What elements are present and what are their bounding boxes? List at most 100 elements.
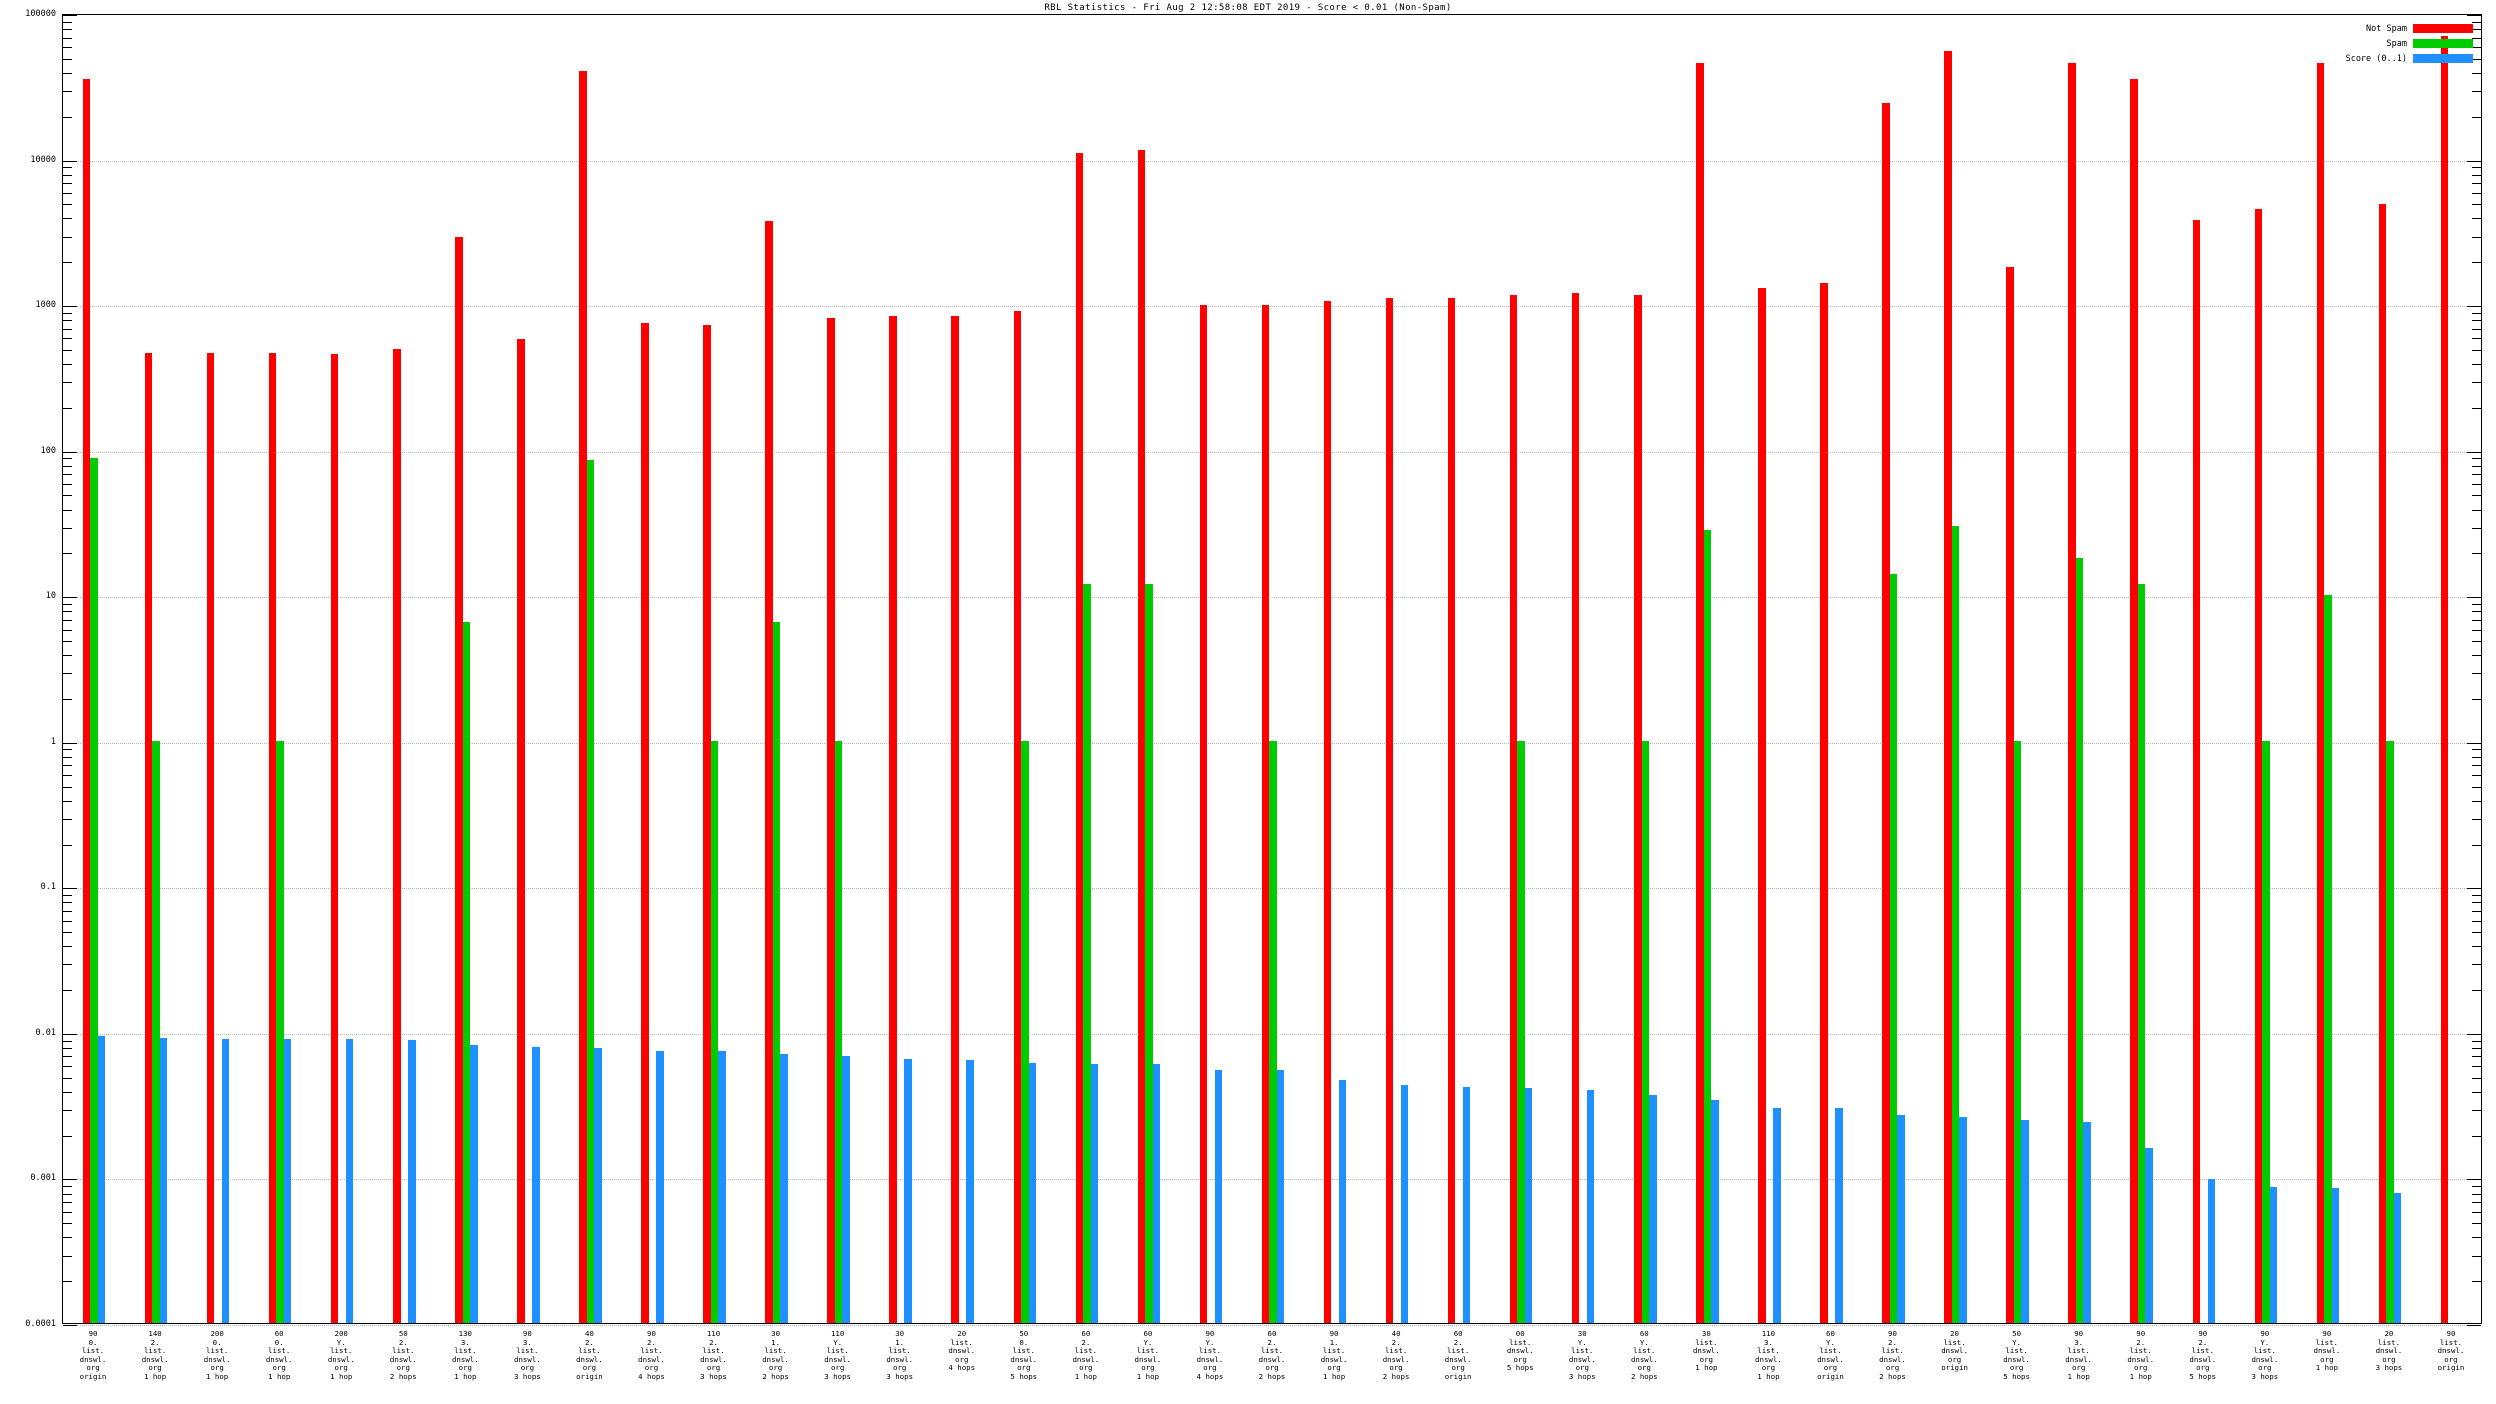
- legend-item-label: Not Spam: [2366, 23, 2407, 34]
- x-axis-label-line: Y.: [2012, 1337, 2022, 1347]
- x-axis-label-line: dnswl.: [1568, 1354, 1596, 1364]
- x-axis-label-line: 2 hops: [389, 1371, 417, 1381]
- bar-not-spam: [517, 338, 525, 1323]
- y-axis-minor-tick: [2472, 1047, 2481, 1049]
- x-axis-label-line: list.: [1384, 1346, 1408, 1356]
- y-axis-tick-label: 0.001: [30, 1173, 56, 1184]
- x-axis-label-line: list.: [1695, 1337, 1718, 1347]
- x-axis-label: 40 2. list. dnswl. org 2 hops: [1366, 1329, 1426, 1382]
- y-axis-major-tick: [63, 1325, 77, 1326]
- y-axis-minor-tick: [63, 844, 72, 846]
- y-axis-minor-tick: [63, 1056, 72, 1058]
- x-axis-label-line: 1 hop: [1757, 1371, 1780, 1381]
- x-axis-label-line: origin: [1444, 1371, 1472, 1381]
- y-axis-minor-tick: [63, 483, 72, 485]
- x-axis-label-line: 2.: [1888, 1337, 1897, 1347]
- x-axis-label-line: dnswl.: [1134, 1354, 1162, 1364]
- x-axis-label-line: 60: [1267, 1329, 1277, 1338]
- y-axis-minor-tick: [63, 349, 72, 351]
- x-axis-label-line: org: [2009, 1363, 2024, 1373]
- x-axis-label-line: list.: [1447, 1346, 1470, 1356]
- x-axis-label-line: dnswl.: [79, 1354, 107, 1364]
- bar-score: [1090, 1064, 1099, 1323]
- x-axis-label: 60 Y. list. dnswl. org 2 hops: [1614, 1329, 1674, 1382]
- x-axis-label-line: 200: [334, 1329, 348, 1338]
- x-axis-label-line: list.: [2253, 1346, 2276, 1356]
- x-axis-label-line: 90: [2260, 1329, 2270, 1338]
- y-axis-minor-tick: [63, 192, 72, 194]
- x-axis-label-line: list.: [2005, 1346, 2028, 1356]
- x-axis-label-line: list.: [1819, 1346, 1842, 1356]
- bar-not-spam: [1571, 292, 1580, 1323]
- bar-not-spam: [765, 221, 773, 1323]
- x-axis-label-line: list.: [764, 1346, 787, 1356]
- y-axis-major-tick: [2467, 160, 2481, 162]
- x-axis-label: 00 list. dnswl. org 5 hops: [1490, 1329, 1550, 1373]
- bar-spam: [586, 459, 595, 1323]
- bar-spam: [462, 622, 471, 1323]
- bar-group: [2421, 15, 2483, 1323]
- x-axis-label-line: 2 hops: [1630, 1371, 1658, 1381]
- bar-not-spam: [2130, 79, 2138, 1323]
- y-axis-major-tick: [2467, 15, 2481, 16]
- x-axis-label-line: dnswl.: [514, 1354, 541, 1364]
- y-axis-major-tick: [2467, 742, 2481, 744]
- y-axis-minor-tick: [2472, 964, 2481, 966]
- y-axis-major-tick: [63, 742, 77, 744]
- x-axis-label-line: list.: [330, 1346, 353, 1356]
- x-axis-label-line: list.: [950, 1337, 973, 1347]
- x-axis-label-line: 3.: [522, 1337, 532, 1347]
- bar-spam: [772, 622, 781, 1323]
- y-axis-minor-tick: [63, 894, 72, 896]
- bar-not-spam: [1323, 301, 1332, 1323]
- x-axis-label-line: org: [1637, 1363, 1651, 1373]
- x-axis-label-line: origin: [2437, 1363, 2465, 1373]
- legend-item: Score (0..1): [2346, 51, 2473, 66]
- y-axis-minor-tick: [2472, 990, 2481, 992]
- x-axis-label-line: 5 hops: [2189, 1371, 2217, 1381]
- bar-group: [373, 15, 435, 1323]
- x-axis-label-line: dnswl.: [1692, 1346, 1720, 1356]
- x-axis-label-line: 1 hop: [2315, 1363, 2338, 1373]
- y-axis-minor-tick: [63, 818, 72, 820]
- x-axis-label-line: 90: [1888, 1329, 1897, 1338]
- bar-group: [994, 15, 1056, 1323]
- y-axis-minor-tick: [2472, 1223, 2481, 1225]
- bar-spam: [2075, 558, 2084, 1323]
- x-axis-label-line: Y.: [336, 1337, 346, 1347]
- bar-spam: [152, 740, 160, 1323]
- bar-group: [1800, 15, 1862, 1323]
- x-axis-label-line: org: [334, 1363, 348, 1373]
- x-axis-label-line: list.: [206, 1346, 229, 1356]
- bar-spam: [710, 740, 719, 1323]
- bar-score: [2021, 1119, 2029, 1323]
- x-axis-label-line: 90: [2322, 1329, 2332, 1338]
- y-axis-major-tick: [63, 15, 77, 16]
- x-axis-label: 60 Y. list. dnswl. org 1 hop: [1118, 1329, 1178, 1382]
- bar-spam: [1703, 530, 1712, 1323]
- bar-score: [1524, 1088, 1533, 1323]
- y-axis-minor-tick: [63, 775, 72, 777]
- bar-score: [221, 1038, 230, 1323]
- x-axis-label-line: org: [520, 1363, 535, 1373]
- bar-not-spam: [2378, 203, 2387, 1323]
- x-axis-label-line: origin: [576, 1371, 603, 1381]
- bar-not-spam: [703, 324, 711, 1323]
- bar-score: [1276, 1069, 1285, 1323]
- x-axis-label: 200 Y. list. dnswl. org 1 hop: [311, 1329, 371, 1382]
- y-axis-major-tick: [2467, 597, 2481, 599]
- y-axis-minor-tick: [2472, 894, 2481, 896]
- x-axis-label: 90 3. list. dnswl. org 3 hops: [497, 1329, 557, 1382]
- y-axis-minor-tick: [2472, 946, 2481, 948]
- x-axis-label: 50 Y. list. dnswl. org 5 hops: [1987, 1329, 2047, 1382]
- x-axis-label: 90 list. dnswl. org origin: [2421, 1329, 2481, 1373]
- x-axis-label-line: dnswl.: [1506, 1346, 1534, 1356]
- x-axis-label-line: dnswl.: [576, 1354, 603, 1364]
- y-axis-minor-tick: [63, 553, 72, 555]
- y-axis-tick-label: 100: [40, 445, 56, 456]
- x-axis-label-line: list.: [1757, 1346, 1780, 1356]
- x-axis-label: 90 Y. list. dnswl. org 3 hops: [2235, 1329, 2295, 1382]
- y-axis-minor-tick: [2472, 37, 2481, 39]
- chart-title: RBL Statistics - Fri Aug 2 12:58:08 EDT …: [1044, 3, 1452, 13]
- x-axis-label-line: list.: [640, 1346, 663, 1356]
